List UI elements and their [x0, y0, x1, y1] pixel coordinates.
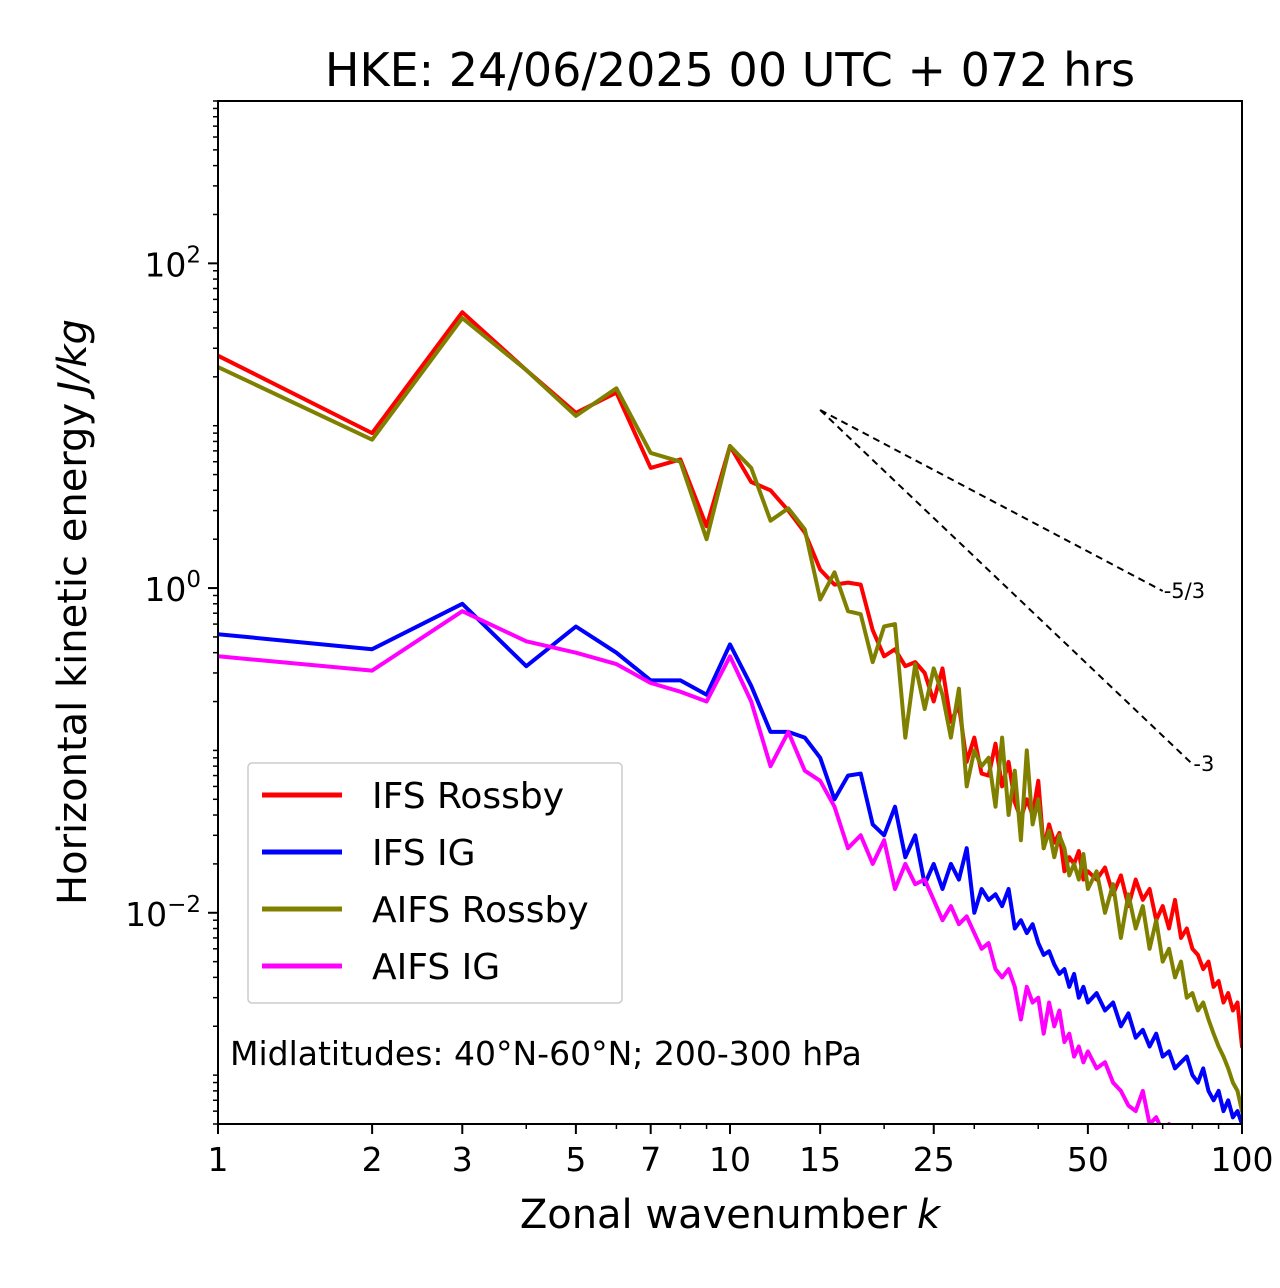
y-axis-label-unit: J/kg — [50, 319, 96, 400]
y-tick-label-0: 102 — [144, 242, 201, 284]
y-axis-ticks: 102 100 10−2 — [125, 100, 218, 1125]
x-axis-label: Zonal wavenumber k — [520, 1192, 942, 1238]
x-axis-label-var: k — [917, 1192, 942, 1238]
x-axis-label-text: Zonal wavenumber — [520, 1192, 908, 1238]
legend-label-0: IFS Rossby — [372, 776, 564, 817]
slope-label-1: -3 — [1193, 752, 1214, 776]
region-annotation: Midlatitudes: 40°N-60°N; 200-300 hPa — [230, 1034, 862, 1073]
slope-line-0 — [819, 409, 1164, 592]
slope-label-0: -5/3 — [1164, 579, 1205, 603]
x-tick-label-1: 2 — [362, 1140, 383, 1179]
x-tick-label-6: 15 — [799, 1140, 841, 1179]
chart-title: HKE: 24/06/2025 00 UTC + 072 hrs — [325, 43, 1135, 97]
x-tick-label-5: 10 — [709, 1140, 751, 1179]
legend-label-2: AIFS Rossby — [372, 890, 589, 931]
x-axis-ticks: 1 2 3 5 7 10 15 25 50 100 — [208, 1124, 1274, 1179]
y-tick-label-2: 10−2 — [125, 892, 201, 934]
y-axis-label-text: Horizontal kinetic energy — [50, 403, 96, 905]
y-tick-label-1: 100 — [144, 567, 201, 609]
legend-box — [247, 762, 623, 1004]
legend: IFS Rossby IFS IG AIFS Rossby AIFS IG — [247, 762, 623, 1004]
x-tick-label-2: 3 — [452, 1140, 473, 1179]
y-axis-label: Horizontal kinetic energyJ/kg — [50, 319, 96, 905]
series-line-2 — [218, 316, 1242, 1114]
series-line-3 — [218, 609, 1172, 1124]
slope-line-1 — [819, 409, 1194, 765]
x-tick-label-7: 25 — [913, 1140, 955, 1179]
series-layer — [218, 310, 1242, 1124]
legend-label-1: IFS IG — [372, 833, 476, 874]
x-tick-label-0: 1 — [208, 1140, 229, 1179]
x-tick-label-8: 50 — [1067, 1140, 1109, 1179]
reference-slopes: -5/3 -3 — [819, 409, 1214, 776]
legend-label-3: AIFS IG — [372, 947, 500, 988]
x-tick-label-3: 5 — [565, 1140, 586, 1179]
x-tick-label-9: 100 — [1211, 1140, 1274, 1179]
x-tick-label-4: 7 — [640, 1140, 661, 1179]
series-line-1 — [218, 601, 1242, 1124]
